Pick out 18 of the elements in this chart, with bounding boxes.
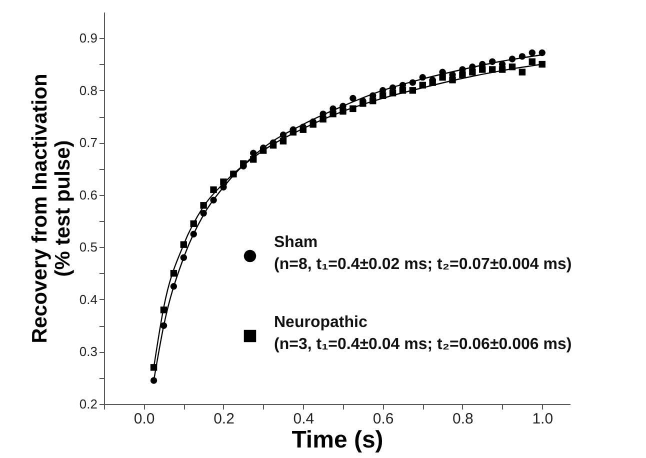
y-axis-title: Recovery from Inactivation (% test pulse): [28, 74, 74, 344]
x-tick-label: 0.2: [214, 410, 234, 428]
y-tick-label: 0.4: [79, 292, 98, 307]
x-tick-label: 0.6: [372, 410, 394, 428]
legend-label: Sham (n=8, t₁=0.4±0.02 ms; t₂=0.07±0.004 ms): [274, 234, 572, 273]
x-tick-label: 0.0: [134, 410, 155, 428]
y-tick-label: 0.7: [79, 135, 98, 150]
y-tick-label: 0.8: [79, 82, 98, 98]
x-tick-label: 1.0: [532, 410, 554, 428]
x-tick-label: 0.8: [452, 410, 474, 428]
x-axis-title: Time (s): [292, 426, 384, 454]
legend-label: Neuropathic (n=3, t₁=0.4±0.04 ms; t₂=0.06±0.006 ms): [274, 314, 572, 353]
x-tick-label: 0.4: [293, 410, 314, 428]
y-tick-label: 0.2: [79, 396, 98, 412]
y-tick-label: 0.9: [79, 30, 98, 46]
y-tick-label: 0.5: [79, 240, 98, 255]
y-tick-label: 0.3: [79, 344, 98, 360]
y-tick-label: 0.6: [79, 187, 98, 202]
